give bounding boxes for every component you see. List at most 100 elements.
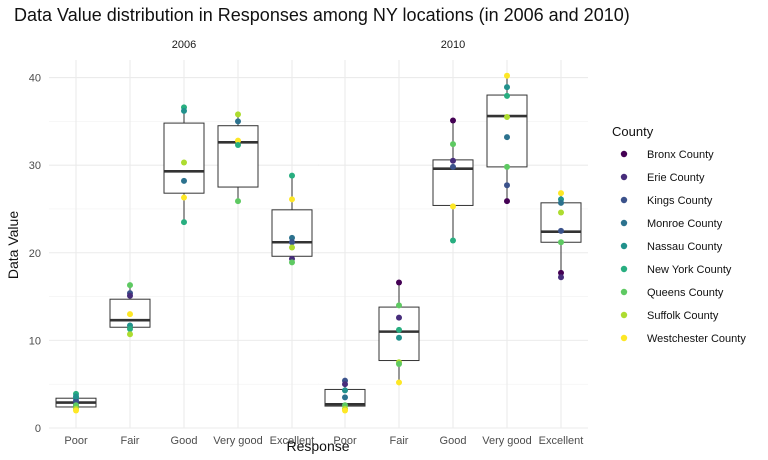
data-point [235,137,241,144]
data-point [235,111,241,118]
y-tick-label: 10 [29,335,41,347]
data-point [558,190,564,197]
legend-swatch [620,265,628,273]
legend-label: Bronx County [647,149,714,161]
panel-strip-label: 2010 [441,39,465,51]
y-axis-title: Data Value [5,211,21,279]
data-point [504,182,510,189]
data-point [504,113,510,120]
data-point [181,159,187,166]
data-point [396,334,402,341]
data-point [181,177,187,184]
x-tick-label: Good [171,435,198,447]
data-point [558,269,564,276]
box [486,94,528,168]
panel-strip-label: 2006 [172,39,196,51]
data-point [127,311,133,318]
data-point [504,198,510,205]
y-tick-label: 40 [29,73,41,85]
data-point [450,203,456,210]
data-point [504,92,510,99]
legend-swatch [620,219,628,227]
data-point [504,84,510,91]
legend-title: County [612,124,654,139]
x-tick-label: Very good [213,435,263,447]
data-point [450,141,456,148]
legend-swatch [620,196,628,204]
data-point [558,227,564,234]
legend-swatch [620,242,628,250]
data-point [127,331,133,338]
data-point [181,219,187,226]
data-point [181,107,187,114]
data-point [342,381,348,388]
x-tick-label: Excellent [539,435,584,447]
y-tick-label: 30 [29,160,41,172]
legend-swatch [620,334,628,342]
data-point [289,239,295,246]
data-point [181,194,187,201]
data-point [450,117,456,124]
data-point [450,163,456,170]
data-point [342,387,348,394]
data-point [127,282,133,289]
legend-label: Queens County [647,287,724,299]
legend-swatch [620,150,628,158]
legend-swatch [620,173,628,181]
box [217,125,259,188]
x-axis-title: Response [286,438,349,454]
data-point [289,244,295,251]
data-point [558,274,564,281]
y-tick-label: 0 [35,423,41,435]
data-point [289,172,295,179]
data-point [73,407,79,414]
data-point [235,198,241,205]
chart-title: Data Value distribution in Responses amo… [14,5,630,25]
x-tick-label: Fair [121,435,140,447]
legend-label: Nassau County [647,241,723,253]
data-point [558,209,564,216]
x-tick-label: Poor [64,435,88,447]
box [540,202,582,243]
data-point [73,397,79,404]
data-point [289,259,295,266]
legend-label: Kings County [647,195,713,207]
data-point [127,325,133,332]
data-point [396,279,402,286]
legend: County Bronx County Erie County Kings Coun… [612,124,746,345]
x-tick-label: Very good [482,435,532,447]
data-point [342,394,348,401]
legend-label: Westchester County [647,333,746,345]
data-point [342,407,348,414]
legend-label: Monroe County [647,218,723,230]
data-point [396,302,402,309]
panel-2006: 2006 0 10 20 30 40 Poor Fair Good Very good Excell… [29,39,319,447]
data-point [396,314,402,321]
panel-2010: 2010 Poor Fair Good Very good Excellent [318,39,588,447]
data-point [73,393,79,400]
data-point [235,118,241,125]
data-point [235,141,241,148]
data-point [558,239,564,246]
legend-swatch [620,311,628,319]
data-point [289,234,295,241]
data-point [396,361,402,368]
data-point [504,72,510,79]
data-point [396,326,402,333]
data-point [450,237,456,244]
x-tick-label: Poor [333,435,357,447]
legend-swatch [620,288,628,296]
data-point [558,199,564,206]
x-tick-label: Fair [390,435,409,447]
legend-label: New York County [647,264,732,276]
data-point [504,134,510,141]
x-tick-label: Good [440,435,467,447]
y-tick-label: 20 [29,248,41,260]
data-point [127,292,133,299]
data-point [289,196,295,203]
data-point [504,163,510,170]
legend-label: Suffolk County [647,310,719,322]
x-tick-label: Excellent [270,435,315,447]
data-point [396,379,402,386]
